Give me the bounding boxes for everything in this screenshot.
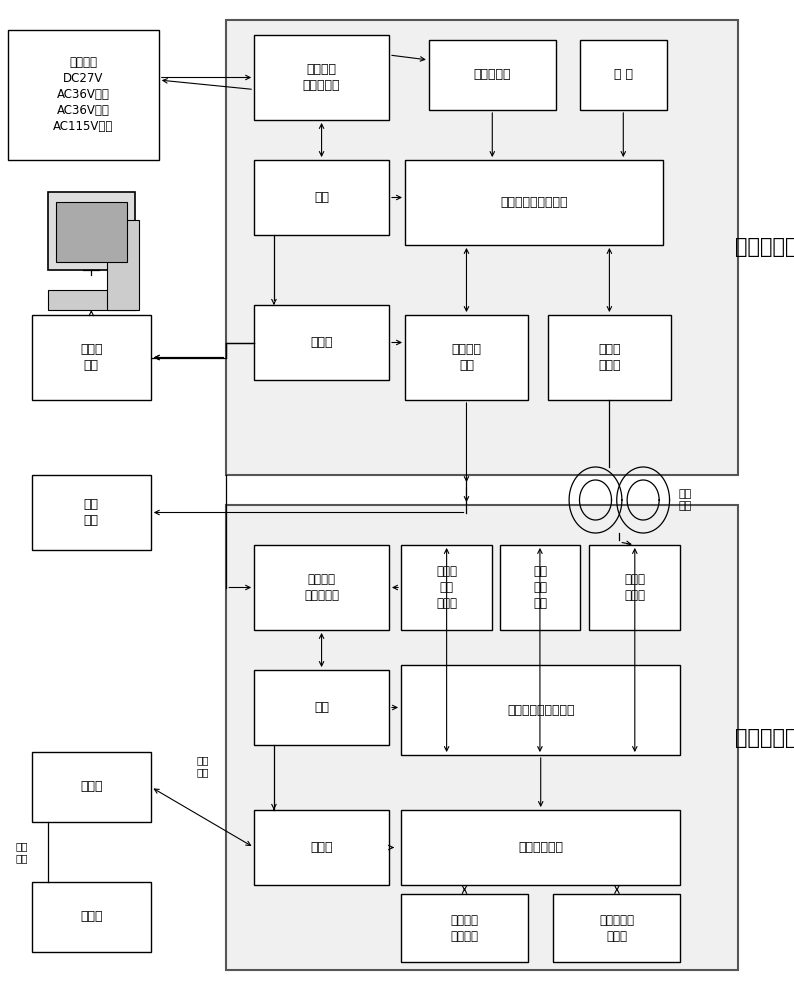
- Bar: [500, 545, 580, 630]
- Bar: [405, 160, 663, 245]
- Text: 接口转换
电路: 接口转换 电路: [452, 343, 481, 372]
- Bar: [107, 220, 139, 310]
- Text: 电池: 电池: [314, 701, 329, 714]
- Text: 二轴加速
度传感器: 二轴加速 度传感器: [450, 914, 479, 942]
- Text: 微处理器及采样电路: 微处理器及采样电路: [500, 196, 568, 209]
- Bar: [254, 810, 389, 885]
- Text: 三轴磁通门
传感器: 三轴磁通门 传感器: [599, 914, 634, 942]
- Bar: [48, 192, 135, 270]
- Bar: [48, 290, 135, 310]
- Bar: [32, 475, 151, 550]
- Text: 液晶显示器: 液晶显示器: [473, 68, 511, 82]
- Bar: [553, 894, 680, 962]
- Bar: [254, 545, 389, 630]
- Text: 液晶显
示器
及键盘: 液晶显 示器 及键盘: [436, 565, 457, 610]
- Text: 手操器部件: 手操器部件: [735, 237, 794, 257]
- Bar: [401, 810, 680, 885]
- Text: 无线数
传模块: 无线数 传模块: [598, 343, 621, 372]
- Bar: [56, 202, 127, 262]
- Text: 信号调理电路: 信号调理电路: [518, 841, 563, 854]
- Text: 数字
罗盘: 数字 罗盘: [84, 498, 98, 527]
- Bar: [405, 315, 528, 400]
- Bar: [254, 670, 389, 745]
- Text: 传感器部件: 传感器部件: [735, 728, 794, 748]
- Text: 电源输入
DC27V
AC36V单相
AC36V三相
AC115V单相: 电源输入 DC27V AC36V单相 AC36V三相 AC115V单相: [53, 56, 114, 133]
- Bar: [429, 40, 556, 110]
- Bar: [548, 315, 671, 400]
- Bar: [401, 665, 680, 755]
- Bar: [401, 545, 492, 630]
- Text: 电源管理
及充电电路: 电源管理 及充电电路: [304, 573, 339, 602]
- Bar: [32, 882, 151, 952]
- Text: 刚性
连接: 刚性 连接: [15, 841, 28, 863]
- Text: 编码器: 编码器: [310, 841, 333, 854]
- Bar: [32, 315, 151, 400]
- Text: 电池: 电池: [314, 191, 329, 204]
- Bar: [254, 160, 389, 235]
- Text: 存储器: 存储器: [310, 336, 333, 349]
- Text: 三角架: 三角架: [80, 780, 102, 794]
- Text: 键 盘: 键 盘: [614, 68, 633, 82]
- Bar: [226, 505, 738, 970]
- Bar: [8, 30, 159, 160]
- Text: 微处理器及采样电路: 微处理器及采样电路: [507, 704, 575, 716]
- Text: 无线数
传模块: 无线数 传模块: [624, 573, 646, 602]
- Bar: [254, 305, 389, 380]
- Text: 机械
连接: 机械 连接: [196, 755, 209, 777]
- Bar: [401, 894, 528, 962]
- Text: 电源管理
及充电电路: 电源管理 及充电电路: [303, 63, 341, 92]
- Bar: [589, 545, 680, 630]
- Bar: [226, 20, 738, 475]
- Text: 瞄准镜: 瞄准镜: [80, 910, 102, 924]
- Text: 读卡器
配件: 读卡器 配件: [80, 343, 102, 372]
- Bar: [32, 752, 151, 822]
- Bar: [254, 35, 389, 120]
- Text: 接口
转换
电路: 接口 转换 电路: [533, 565, 547, 610]
- Bar: [580, 40, 667, 110]
- Text: 无线
数传: 无线 数传: [679, 489, 692, 511]
